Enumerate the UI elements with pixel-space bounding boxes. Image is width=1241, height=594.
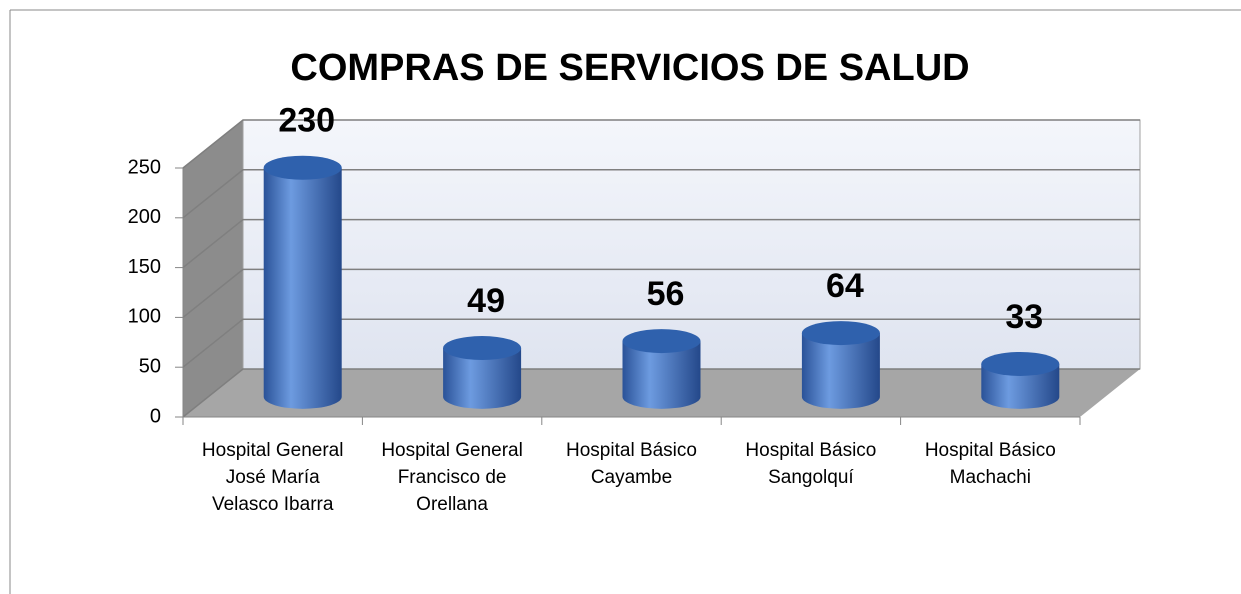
bar-top [443,336,522,361]
y-tick-label: 100 [128,306,161,328]
x-tick-label: Hospital General Francisco de Orellana [381,440,523,515]
bar [801,333,880,409]
grid-line [182,318,1140,368]
bar [443,348,522,409]
bar [622,341,701,409]
side-wall [183,120,243,417]
y-tick-label: 0 [150,405,161,427]
y-tick-label: 150 [128,256,161,278]
grid-line [182,218,1140,269]
bar-top [263,155,342,180]
x-tick-label: Hospital Básico Sangolquí [745,440,877,488]
y-tick-label: 50 [139,355,161,377]
value-label: 33 [1005,298,1043,336]
value-label: 64 [826,267,864,305]
bar [981,363,1060,409]
bar-top [622,329,701,354]
back-wall [242,119,1141,370]
bar-top [981,351,1060,376]
chart-title: COMPRAS DE SERVICIOS DE SALUD [290,47,969,89]
value-label: 56 [647,275,685,313]
x-tick-label: Hospital General José María Velasco Ibar… [201,440,344,515]
y-tick-label: 200 [128,206,161,228]
grid-line [182,119,1140,169]
value-label: 230 [278,102,335,140]
y-tick-label: 250 [128,156,161,178]
grid-line [182,268,1140,318]
bar-top [801,321,880,346]
x-tick-label: Hospital Básico Cayambe [566,440,697,488]
bar [263,167,342,409]
value-label: 49 [467,282,505,320]
grid-line [182,169,1140,219]
x-tick-label: Hospital Básico Machachi [924,440,1056,488]
